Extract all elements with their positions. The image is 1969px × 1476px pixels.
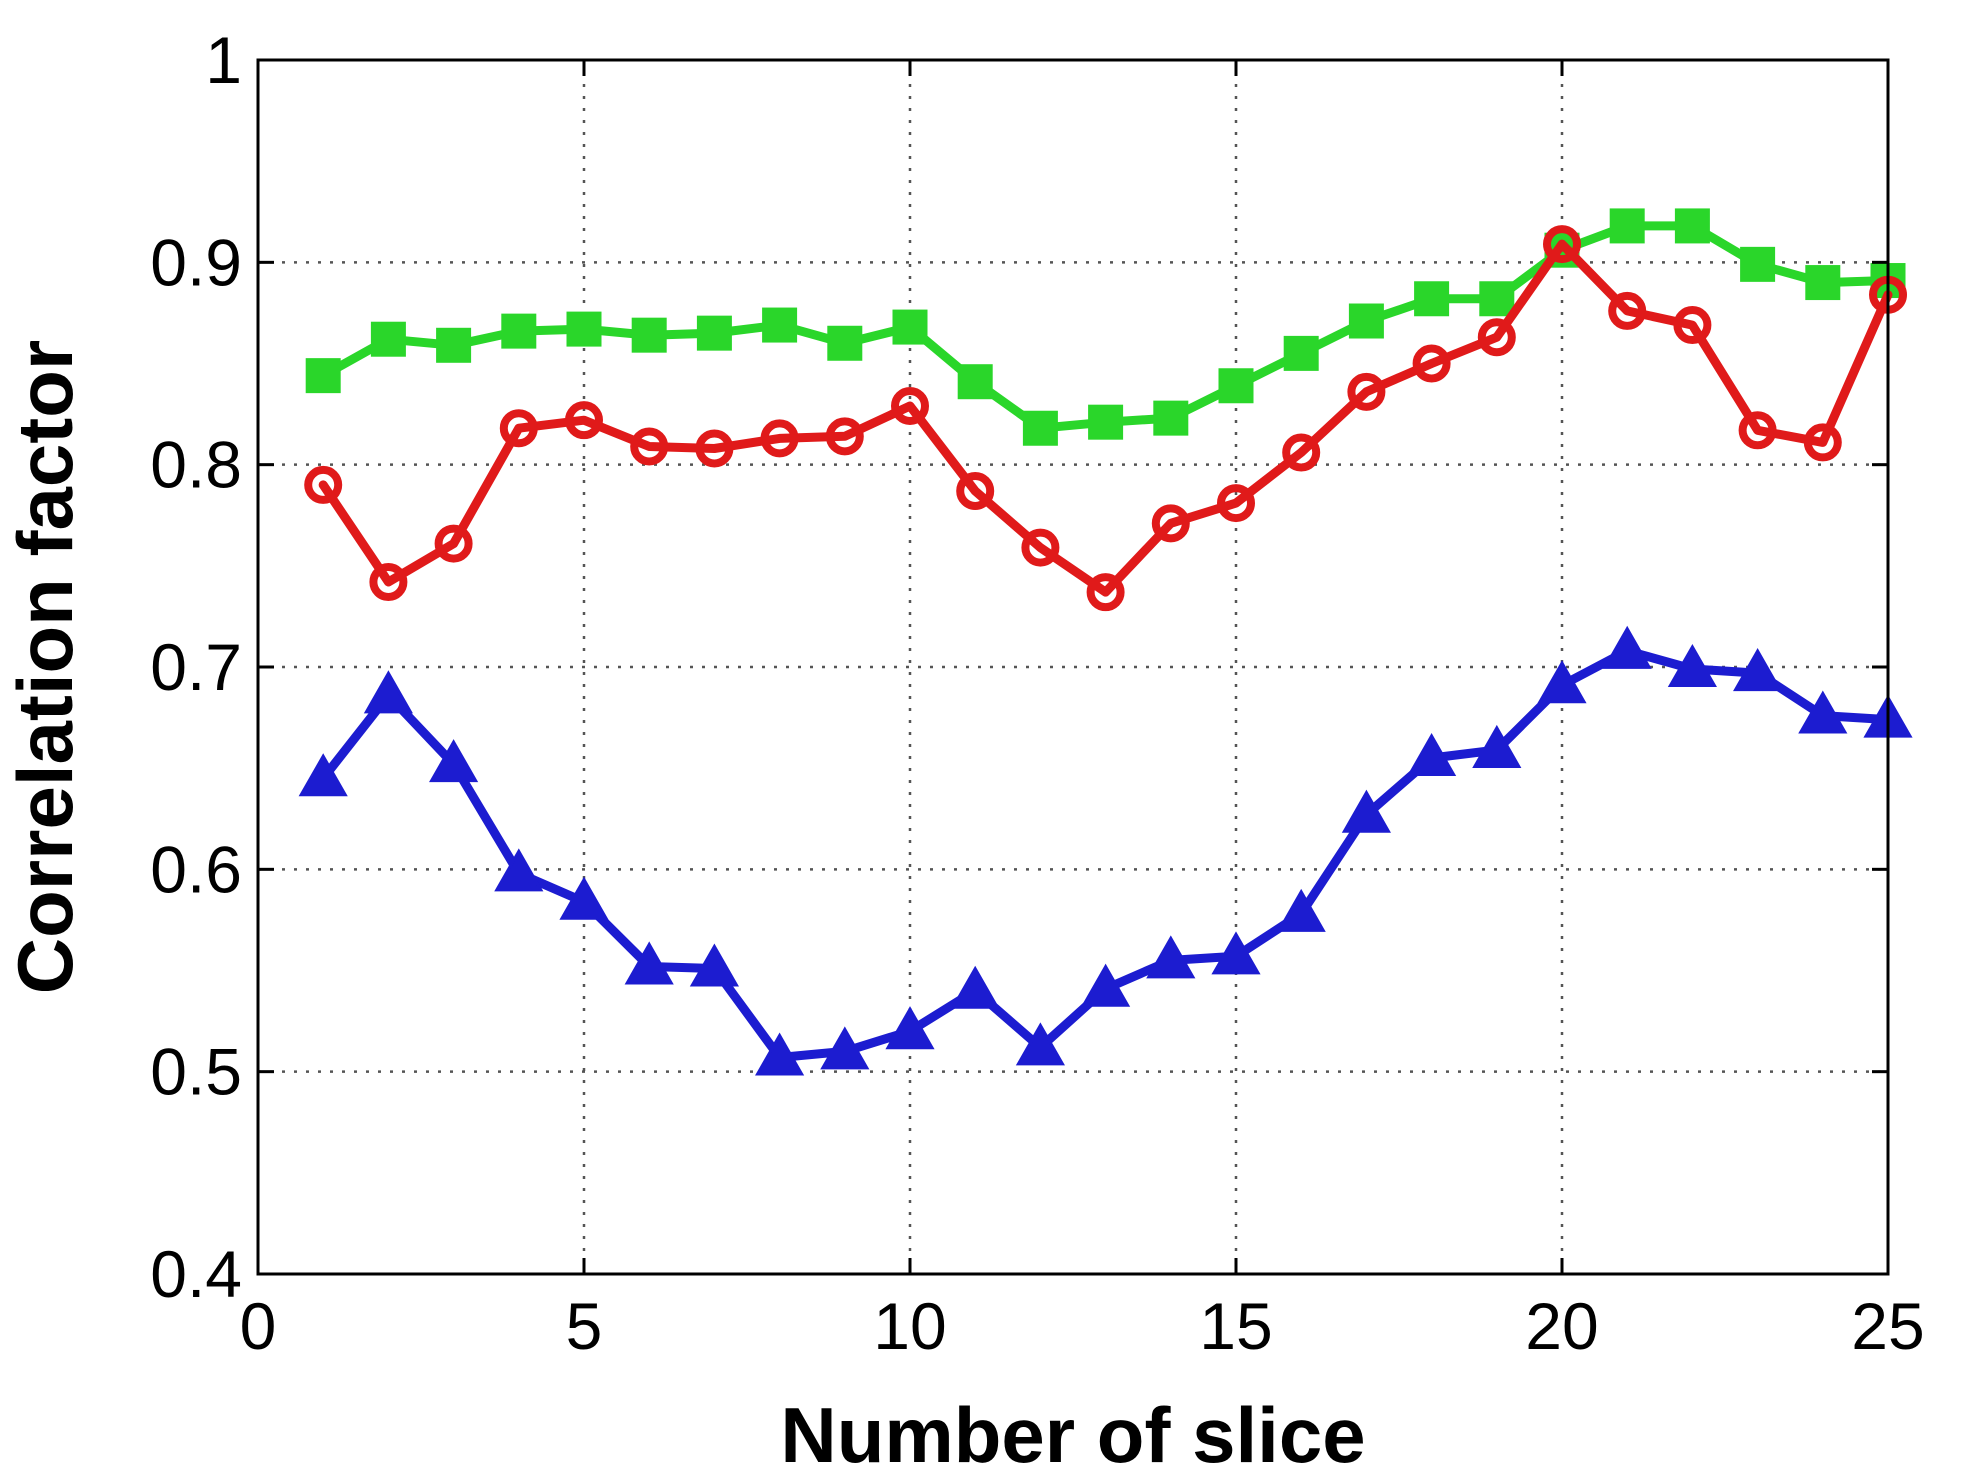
data-point: [1412, 344, 1451, 383]
data-point: [695, 429, 734, 468]
data-point: [1021, 528, 1060, 567]
data-point: [1805, 265, 1841, 301]
data-point: [1081, 963, 1131, 1007]
data-point: [1608, 291, 1647, 330]
data-point: [501, 313, 537, 349]
x-tick-label: 0: [240, 1289, 277, 1363]
x-tick-label: 5: [566, 1289, 603, 1363]
data-point: [631, 317, 667, 353]
x-axis-title: Number of slice: [780, 1391, 1365, 1476]
data-point: [624, 941, 674, 985]
data-point: [891, 386, 929, 425]
data-point: [696, 315, 732, 351]
data-point: [1602, 625, 1652, 669]
data-point: [436, 327, 472, 363]
data-point: [1407, 733, 1457, 777]
y-tick-label: 0.7: [150, 630, 242, 704]
x-tick-label: 10: [873, 1289, 946, 1363]
y-tick-label: 0.4: [150, 1237, 242, 1311]
series-circle: [304, 225, 1907, 612]
data-point: [1472, 724, 1522, 768]
data-point: [1537, 660, 1587, 704]
data-point: [1733, 648, 1783, 692]
data-point: [1283, 335, 1319, 371]
data-point: [566, 311, 602, 347]
data-point: [1217, 484, 1255, 523]
data-point: [559, 876, 609, 920]
data-point: [1218, 368, 1254, 404]
data-point: [565, 401, 603, 440]
data-point: [1276, 888, 1326, 932]
data-point: [1798, 690, 1848, 734]
data-point: [298, 753, 348, 797]
data-point: [1609, 208, 1645, 244]
data-point: [892, 309, 928, 345]
data-point: [950, 965, 1000, 1009]
data-point: [370, 321, 406, 357]
data-point: [304, 465, 343, 504]
data-point: [1674, 208, 1710, 244]
data-point: [956, 471, 995, 510]
data-point: [1088, 404, 1124, 440]
data-point: [499, 409, 538, 448]
data-point: [1022, 410, 1058, 446]
x-tick-label: 15: [1199, 1289, 1272, 1363]
ticks: 0 5 10 15 20 25 0.4 0.5 0.6 0.7 0.8 0.9 1: [150, 23, 1924, 1363]
data-point: [630, 427, 669, 466]
data-point: [1803, 423, 1842, 462]
data-point: [957, 364, 993, 400]
y-tick-label: 0.8: [150, 428, 242, 502]
data-point: [1341, 789, 1391, 833]
series-square: [305, 208, 1906, 446]
data-point: [827, 325, 863, 361]
data-point: [1740, 246, 1776, 282]
data-point: [689, 943, 739, 987]
data-point: [429, 739, 479, 783]
data-point: [1211, 931, 1261, 975]
data-point: [1282, 433, 1321, 472]
data-point: [820, 1026, 870, 1070]
y-tick-label: 0.9: [150, 225, 242, 299]
data-point: [1086, 573, 1125, 612]
x-tick-label: 25: [1851, 1289, 1924, 1363]
data-point: [369, 563, 408, 602]
data-point: [1151, 504, 1190, 543]
data-point: [760, 419, 799, 458]
data-point: [1414, 281, 1450, 317]
data-point: [1738, 411, 1777, 450]
data-point: [1348, 303, 1384, 339]
data-point: [434, 524, 473, 563]
data-point: [1543, 225, 1581, 264]
data-point: [1477, 318, 1516, 357]
data-point: [825, 417, 864, 456]
y-tick-label: 0.5: [150, 1035, 242, 1109]
y-tick-label: 0.6: [150, 832, 242, 906]
data-point: [1146, 935, 1196, 979]
data-point: [1479, 281, 1515, 317]
data-point: [494, 848, 544, 892]
data-point: [363, 670, 413, 714]
series-line: [318, 239, 1893, 597]
x-tick-label: 20: [1525, 1289, 1598, 1363]
data-point: [1667, 643, 1717, 688]
y-axis-title: Correlation factor: [1, 340, 89, 994]
data-point: [885, 1006, 935, 1050]
y-tick-label: 1: [205, 23, 242, 97]
data-point: [1673, 306, 1712, 345]
data-point: [1015, 1022, 1065, 1066]
data-point: [1153, 400, 1189, 436]
data-point: [1347, 372, 1386, 411]
data-point: [305, 358, 341, 394]
data-point: [762, 307, 798, 343]
data-point: [755, 1032, 805, 1076]
